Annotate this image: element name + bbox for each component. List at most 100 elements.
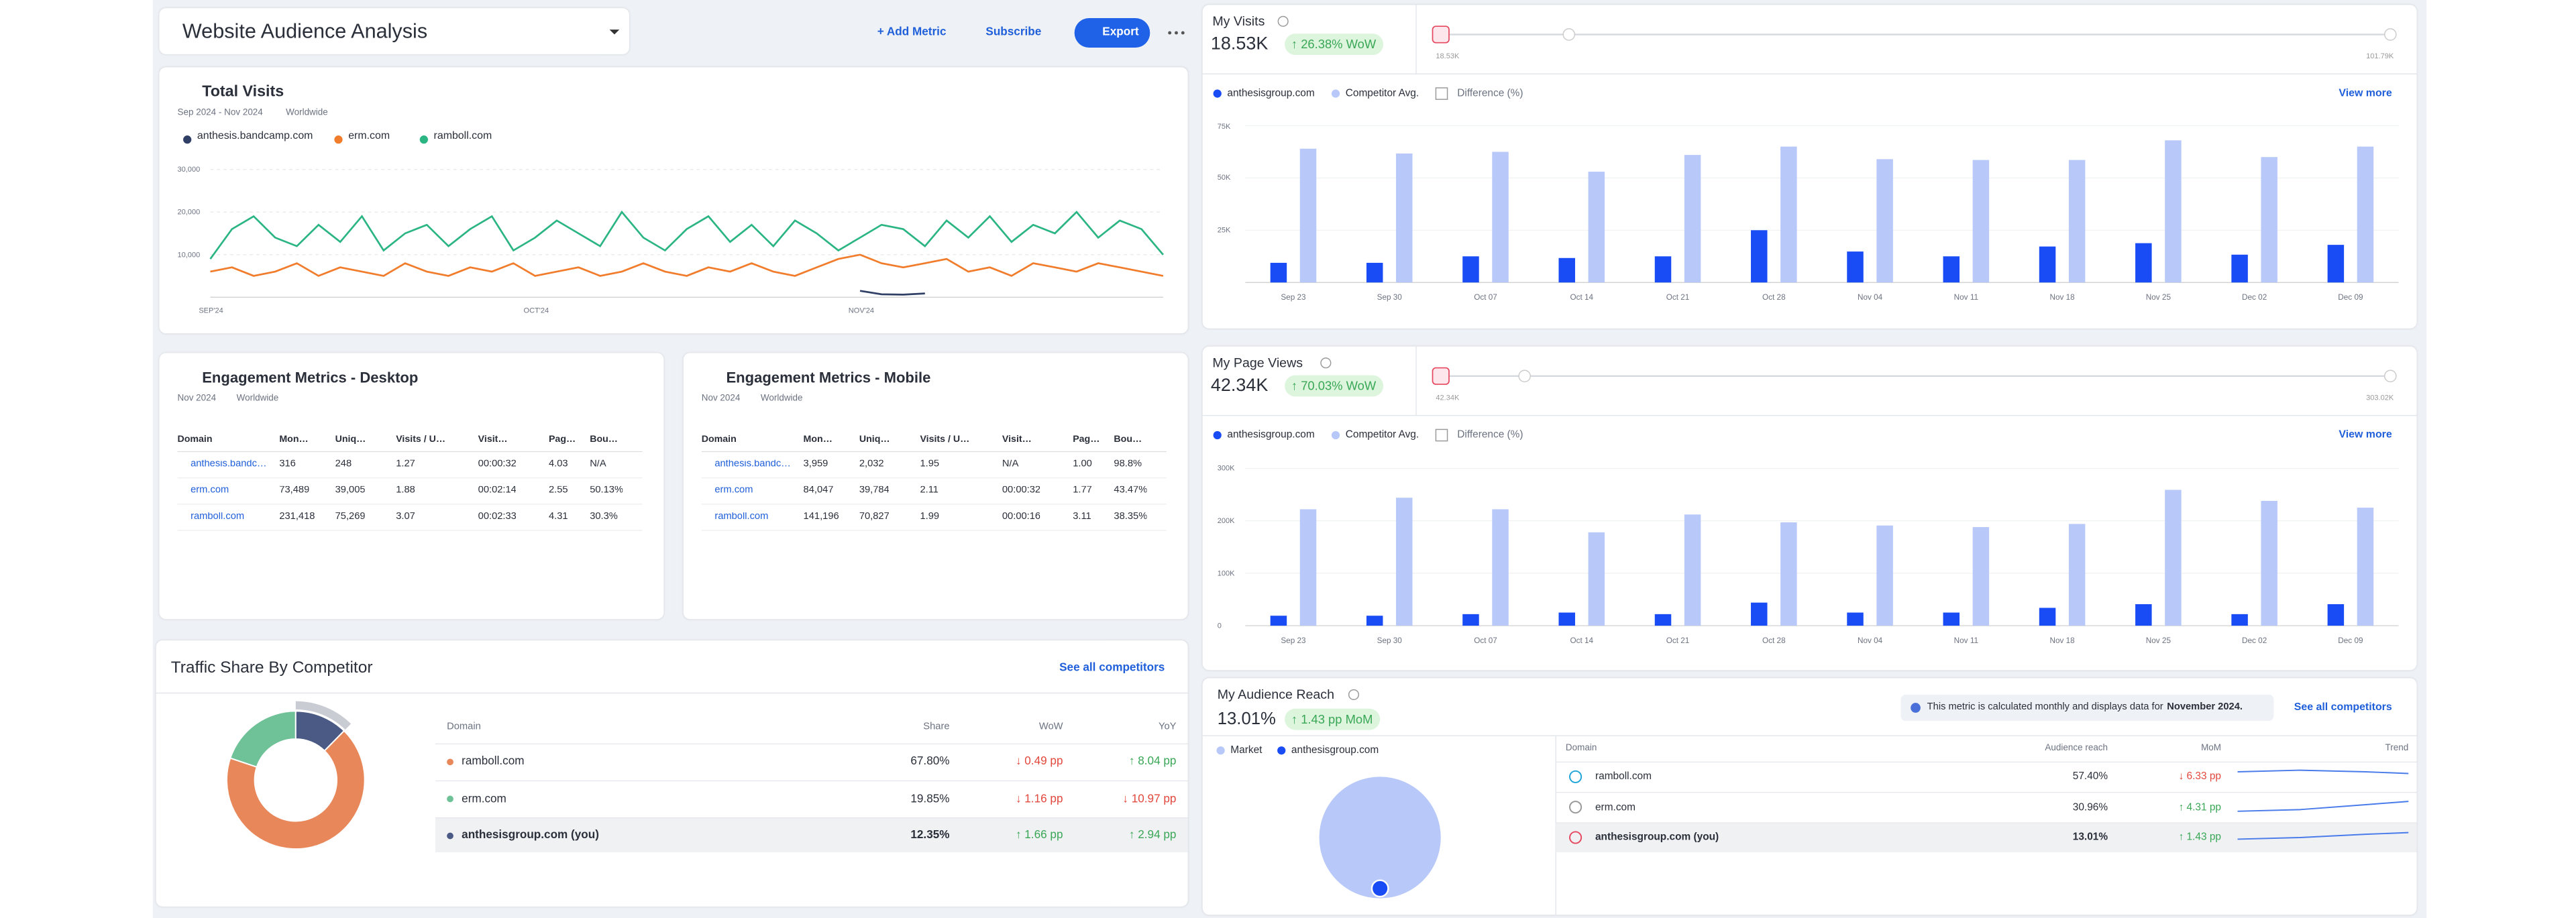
cell: 43.47% bbox=[1114, 485, 1148, 496]
page-title: Website Audience Analysis bbox=[182, 19, 428, 43]
legend-label: anthesisgroup.com bbox=[1227, 88, 1315, 100]
bar bbox=[1847, 251, 1864, 283]
legend-label: Competitor Avg. bbox=[1345, 429, 1419, 441]
legend-dot bbox=[447, 832, 453, 840]
legend-label: Market bbox=[1230, 744, 1263, 756]
bar bbox=[1299, 509, 1317, 626]
cell: 4.03 bbox=[548, 459, 568, 470]
column-header: Domain bbox=[1565, 744, 1597, 754]
bar bbox=[1588, 532, 1605, 626]
cell: 1.99 bbox=[920, 512, 940, 522]
cell: 30.3% bbox=[590, 512, 618, 522]
x-tick-label: Oct 14 bbox=[1570, 638, 1594, 646]
column-header: Visit… bbox=[478, 435, 508, 445]
label: Engagement Metrics - Mobile bbox=[726, 369, 931, 386]
label: Nov 2024 bbox=[177, 394, 217, 404]
label: Traffic Share By Competitor bbox=[170, 659, 373, 678]
label: My Audience Reach bbox=[1217, 687, 1334, 702]
wow: ↑ 1.66 pp bbox=[1015, 829, 1063, 842]
bar bbox=[1780, 146, 1797, 283]
x-tick-label: Dec 09 bbox=[2338, 294, 2363, 303]
mom: ↑ 1.43 pp bbox=[2178, 831, 2222, 844]
selected-row bbox=[1556, 822, 2417, 853]
bar bbox=[2068, 524, 2086, 626]
y-tick-label: 75K bbox=[1217, 121, 1231, 130]
bar bbox=[2165, 490, 2182, 626]
slider-handle bbox=[1432, 367, 1450, 385]
cell: N/A bbox=[590, 459, 606, 470]
link[interactable]: See all competitors bbox=[1059, 663, 1165, 675]
pie-slice bbox=[229, 710, 297, 768]
export[interactable]: Export bbox=[1102, 27, 1139, 39]
pie-slice bbox=[294, 710, 345, 752]
x-tick-label: Dec 02 bbox=[2242, 294, 2267, 303]
column-header: Bou… bbox=[590, 435, 619, 445]
x-tick-label: Oct 14 bbox=[1570, 294, 1594, 303]
add-metric[interactable]: + Add Metric bbox=[877, 27, 947, 39]
cell: 2,032 bbox=[859, 459, 884, 470]
cell: 38.35% bbox=[1114, 512, 1148, 522]
legend-label: Competitor Avg. bbox=[1345, 88, 1419, 100]
legend-dot bbox=[1216, 746, 1225, 755]
selected-row bbox=[435, 817, 1188, 853]
x-tick-label: Oct 07 bbox=[1474, 638, 1497, 646]
x-tick-label: Nov 18 bbox=[2049, 638, 2075, 646]
column-header: Mon… bbox=[279, 435, 309, 445]
mom: ↓ 6.33 pp bbox=[2178, 770, 2222, 783]
difference-toggle[interactable]: Difference (%) bbox=[1457, 88, 1523, 100]
cell: ramboll.com bbox=[714, 512, 769, 522]
subscribe[interactable]: Subscribe bbox=[985, 27, 1042, 39]
column-header: Audience reach bbox=[2045, 744, 2108, 754]
reach-you bbox=[1371, 879, 1389, 898]
domain: anthesisgroup.com (you) bbox=[462, 829, 599, 842]
bar bbox=[1558, 257, 1575, 283]
cell: N/A bbox=[1002, 459, 1019, 470]
share: 12.35% bbox=[910, 829, 950, 842]
x-tick-label: Dec 02 bbox=[2242, 638, 2267, 646]
y-tick-label: 50K bbox=[1217, 174, 1231, 182]
notice-bold: November 2024. bbox=[2167, 703, 2243, 713]
cell: 39,784 bbox=[859, 485, 890, 496]
cell: 00:02:33 bbox=[478, 512, 517, 522]
line-series bbox=[210, 253, 1164, 277]
cell: 00:02:14 bbox=[478, 485, 517, 496]
change-badge: ↑ 26.38% WoW bbox=[1285, 34, 1383, 56]
menu-dot bbox=[1168, 31, 1172, 35]
link[interactable]: See all competitors bbox=[2294, 701, 2392, 714]
x-tick-label: Oct 28 bbox=[1762, 638, 1786, 646]
bar bbox=[1492, 509, 1509, 626]
cell: 248 bbox=[335, 459, 352, 470]
label: 42.34K bbox=[1210, 376, 1269, 396]
label: Nov 2024 bbox=[701, 394, 741, 404]
column-header: MoM bbox=[2201, 744, 2222, 754]
x-tick-label: Sep 23 bbox=[1281, 638, 1306, 646]
y-tick-label: 100K bbox=[1217, 569, 1235, 577]
domain: erm.com bbox=[462, 793, 506, 805]
bar bbox=[2261, 157, 2277, 283]
pie-slice bbox=[225, 730, 366, 850]
legend-dot bbox=[183, 135, 192, 144]
column-header: YoY bbox=[1159, 722, 1177, 733]
view-more[interactable]: View more bbox=[2339, 88, 2392, 100]
dropdown-caret bbox=[609, 30, 620, 35]
x-tick-label: Sep 30 bbox=[1377, 294, 1402, 303]
sparkline bbox=[2237, 769, 2409, 774]
card bbox=[683, 353, 1188, 620]
column-header: Domain bbox=[177, 435, 213, 445]
change-badge: ↑ 70.03% WoW bbox=[1285, 375, 1383, 397]
cell: 50.13% bbox=[590, 485, 624, 496]
column-header: Pag… bbox=[548, 435, 576, 445]
column-header: Share bbox=[923, 722, 950, 733]
reach: 57.40% bbox=[2072, 770, 2108, 783]
cell: 70,827 bbox=[859, 512, 890, 522]
slider-handle bbox=[1518, 369, 1531, 383]
bar bbox=[1751, 230, 1768, 283]
difference-toggle[interactable]: Difference (%) bbox=[1457, 429, 1523, 441]
x-tick-label: NOV'24 bbox=[848, 306, 875, 314]
view-more[interactable]: View more bbox=[2339, 429, 2392, 441]
x-tick-label: Nov 11 bbox=[1953, 294, 1979, 303]
y-tick-label: 300K bbox=[1217, 464, 1235, 473]
bar bbox=[2039, 246, 2056, 283]
bar bbox=[2135, 604, 2152, 626]
